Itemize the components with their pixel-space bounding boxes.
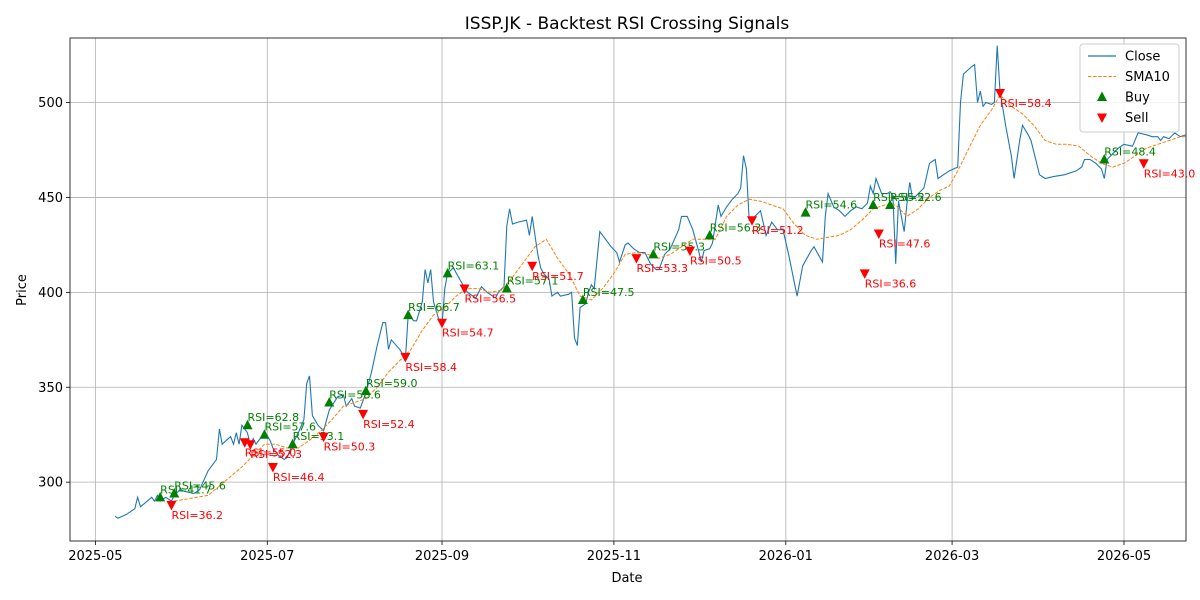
sell-signal-label: RSI=36.2 — [171, 509, 223, 522]
buy-marker — [360, 385, 371, 396]
sell-marker — [527, 261, 538, 272]
grid-lines — [70, 38, 1186, 541]
buy-signal-label: RSI=59.0 — [366, 377, 418, 390]
sell-marker — [995, 89, 1005, 99]
x-tick-label: 2025-07 — [240, 549, 294, 564]
sell-signal-label: RSI=54.7 — [442, 327, 494, 340]
sell-signal-label: RSI=50.3 — [324, 441, 376, 454]
sell-signal-label: RSI=56.5 — [465, 293, 517, 306]
sell-signal-label: RSI=51.7 — [532, 270, 584, 283]
x-tick-label: 2026-05 — [1097, 549, 1151, 564]
plot-frame — [69, 37, 1187, 542]
legend-label: Close — [1125, 50, 1160, 65]
sell-signal-label: RSI=58.4 — [1000, 97, 1052, 110]
buy-marker — [800, 207, 811, 217]
buy-marker — [704, 229, 715, 240]
buy-signal-label: RSI=48.4 — [1104, 145, 1156, 158]
legend-key-sell — [1097, 113, 1107, 123]
sell-signal-label: RSI=55.0 — [245, 446, 297, 459]
sell-signal-label: RSI=51.2 — [752, 224, 804, 237]
buy-signal-label: RSI=62.8 — [248, 411, 300, 424]
x-tick-label: 2025-09 — [415, 549, 469, 564]
buy-marker — [885, 199, 896, 210]
legend-label: Sell — [1125, 111, 1148, 126]
sell-marker — [459, 284, 470, 295]
y-tick-label: 400 — [38, 286, 63, 301]
x-tick-label: 2025-11 — [587, 549, 641, 564]
series-lines — [114, 45, 1186, 519]
buy-signal-label: RSI=66.7 — [408, 301, 460, 314]
sell-signal-label: RSI=50.5 — [690, 255, 742, 268]
sell-marker — [400, 352, 411, 363]
buy-signal-label: RSI=52.6 — [890, 191, 942, 204]
series-line-sma10 — [174, 94, 1186, 502]
buy-signal-label: RSI=47.5 — [583, 286, 635, 299]
buy-marker — [287, 438, 298, 449]
buy-signal-label: RSI=63.1 — [448, 259, 500, 272]
buy-signal-label: RSI=45.6 — [174, 480, 226, 493]
sell-marker — [358, 409, 369, 420]
buy-signal-label: RSI=55.2 — [873, 191, 925, 204]
buy-marker — [259, 429, 270, 439]
sell-marker — [166, 500, 177, 511]
sell-marker — [747, 216, 757, 226]
sell-marker — [859, 269, 870, 279]
legend: Close SMA10 Buy Sell — [1079, 43, 1180, 133]
sell-marker — [318, 432, 329, 443]
buy-marker — [442, 267, 453, 278]
axes: 2025-05 2025-07 2025-09 2025-11 2026-01 2026-… — [38, 37, 1187, 564]
buy-signal-label: RSI=53.1 — [293, 430, 345, 443]
buy-marker — [155, 491, 166, 502]
legend-label: SMA10 — [1125, 70, 1170, 85]
legend-key-buy — [1097, 91, 1107, 101]
sell-signal-label: RSI=53.3 — [636, 262, 688, 275]
x-tick-label: 2026-03 — [925, 549, 979, 564]
buy-marker — [501, 283, 512, 293]
sell-signal-label: RSI=43.0 — [1144, 167, 1196, 180]
legend-box — [1079, 43, 1180, 133]
y-axis-title: Price — [15, 274, 30, 306]
sell-signal-label: RSI=52.3 — [250, 448, 302, 461]
sell-marker — [1138, 159, 1149, 169]
sell-signal-label: RSI=36.6 — [865, 277, 917, 290]
chart-title: ISSP.JK - Backtest RSI Crossing Signals — [465, 14, 790, 34]
sell-marker — [267, 462, 278, 473]
sell-marker — [873, 229, 884, 240]
sell-marker — [685, 246, 695, 257]
signal-markers: RSI=41.7RSI=45.6RSI=62.8RSI=57.6RSI=53.1… — [155, 89, 1195, 522]
sell-marker — [437, 318, 447, 329]
sell-signal-label: RSI=47.6 — [879, 238, 931, 251]
y-tick-label: 300 — [38, 476, 63, 491]
buy-marker — [648, 248, 659, 259]
buy-signal-label: RSI=57.1 — [507, 275, 559, 288]
series-line-close — [114, 45, 1186, 519]
sell-signal-label: RSI=52.4 — [363, 418, 415, 431]
buy-signal-label: RSI=58.6 — [329, 388, 381, 401]
sell-signal-label: RSI=58.4 — [405, 361, 457, 374]
x-tick-label: 2025-05 — [68, 549, 122, 564]
sell-marker — [245, 440, 256, 450]
buy-marker — [169, 488, 180, 498]
buy-signal-label: RSI=54.6 — [806, 199, 858, 212]
y-tick-label: 450 — [38, 191, 63, 206]
legend-label: Buy — [1125, 91, 1150, 106]
buy-signal-label: RSI=55.3 — [653, 240, 705, 253]
buy-marker — [403, 309, 414, 320]
sell-signal-label: RSI=46.4 — [273, 471, 325, 484]
y-tick-label: 500 — [38, 96, 63, 111]
buy-marker — [324, 396, 335, 407]
buy-signal-label: RSI=56.3 — [710, 221, 762, 234]
buy-marker — [868, 199, 879, 210]
x-tick-label: 2026-01 — [759, 549, 813, 564]
sell-marker — [631, 254, 642, 264]
buy-marker — [242, 419, 253, 430]
y-tick-label: 350 — [38, 381, 63, 396]
x-axis-title: Date — [611, 571, 642, 586]
buy-signal-label: RSI=57.6 — [264, 421, 316, 434]
buy-marker — [577, 294, 588, 304]
buy-marker — [1099, 153, 1110, 164]
